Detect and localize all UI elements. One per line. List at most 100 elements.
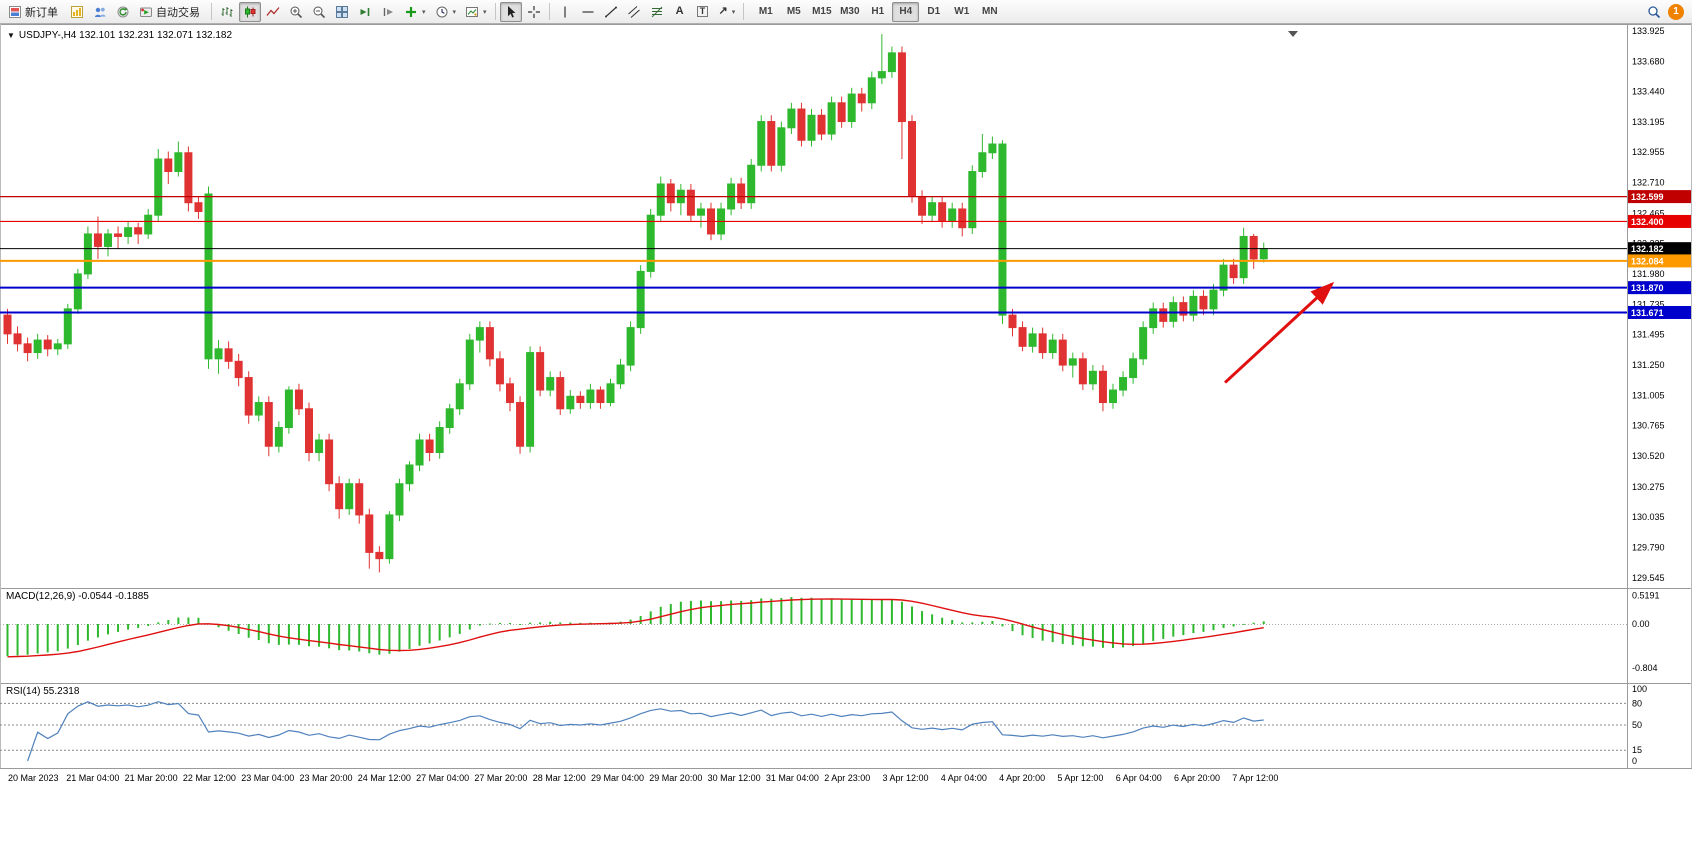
chart-title-text: USDJPY-,H4 132.101 132.231 132.071 132.1…: [18, 30, 233, 41]
macd-panel: 0.5191 0.00 -0.804: [0, 590, 1660, 673]
price-tag-label: 132.400: [1631, 217, 1664, 227]
svg-text:4 Apr 04:00: 4 Apr 04:00: [941, 773, 987, 783]
timeframe-w1-button[interactable]: W1: [948, 2, 975, 22]
svg-text:31 Mar 04:00: 31 Mar 04:00: [766, 773, 819, 783]
toolbar-separator: [743, 3, 745, 20]
new-order-icon: [9, 5, 21, 18]
svg-text:50: 50: [1632, 720, 1642, 730]
new-chart-button[interactable]: [66, 2, 88, 22]
vertical-line-tool-button[interactable]: [554, 2, 576, 22]
zoom-in-button[interactable]: [285, 2, 307, 22]
cursor-button[interactable]: [499, 1, 522, 22]
toolbar-separator: [211, 3, 212, 20]
crosshair-icon: [527, 5, 540, 18]
price-tag: [1628, 214, 1691, 228]
trend-arrow-annotation[interactable]: [1223, 281, 1335, 384]
svg-text:23 Mar 04:00: 23 Mar 04:00: [241, 773, 294, 783]
auto-scroll-button[interactable]: [354, 2, 376, 22]
cursor-icon: [507, 5, 515, 18]
price-tag-label: 131.671: [1631, 308, 1664, 318]
profiles-icon: [95, 7, 106, 17]
text-tool-button[interactable]: A: [669, 2, 691, 22]
channel-tool-button[interactable]: [623, 2, 645, 22]
timeframe-mn-button[interactable]: MN: [976, 2, 1003, 22]
time-axis: 20 Mar 2023 21 Mar 04:00 21 Mar 20:00 22 Ma…: [8, 773, 1278, 783]
refresh-button[interactable]: [112, 2, 134, 22]
svg-text:131.980: 131.980: [1632, 269, 1665, 279]
chart-shift-marker[interactable]: [1288, 31, 1298, 37]
timeframe-h4-button[interactable]: H4: [892, 1, 920, 22]
zoom-in-icon: [290, 6, 303, 18]
toolbar: 新订单 自动交易: [0, 0, 1692, 24]
bar-chart-icon: [221, 6, 233, 17]
candlestick-chart-button[interactable]: [239, 1, 261, 22]
autotrade-button[interactable]: 自动交易: [135, 2, 207, 22]
timeframe-h1-button[interactable]: H1: [864, 2, 891, 22]
svg-text:130.275: 130.275: [1632, 482, 1665, 492]
timeframe-d1-button[interactable]: D1: [920, 2, 947, 22]
tile-windows-button[interactable]: [331, 2, 353, 22]
templates-button[interactable]: ▾: [461, 2, 491, 22]
price-tag-label: 131.870: [1631, 283, 1664, 293]
svg-text:6 Apr 04:00: 6 Apr 04:00: [1116, 773, 1162, 783]
price-tag-label: 132.599: [1631, 192, 1664, 202]
rsi-header: RSI(14) 55.2318: [6, 686, 80, 697]
svg-text:0: 0: [1632, 756, 1637, 766]
level-lines-layer: 132.599 132.400 132.182 132.084 131.870 131.6…: [0, 190, 1691, 319]
svg-text:30 Mar 12:00: 30 Mar 12:00: [708, 773, 761, 783]
new-order-button[interactable]: 新订单: [4, 2, 65, 22]
profiles-button[interactable]: [89, 2, 111, 22]
svg-text:80: 80: [1632, 698, 1642, 708]
chevron-down-icon: ▾: [483, 8, 487, 16]
arrows-tool-button[interactable]: ↗ ▾: [715, 2, 740, 22]
svg-text:5 Apr 12:00: 5 Apr 12:00: [1057, 773, 1103, 783]
text-tool-icon: A: [675, 5, 684, 17]
line-chart-button[interactable]: [262, 2, 284, 22]
chart-canvas[interactable]: 133.925 133.680 133.440 133.195 132.955 132.7…: [0, 24, 1692, 849]
auto-scroll-icon: [360, 7, 370, 16]
horizontal-line-icon: [582, 10, 594, 13]
svg-text:24 Mar 12:00: 24 Mar 12:00: [358, 773, 411, 783]
timeframe-m1-button[interactable]: M1: [752, 2, 779, 22]
svg-text:20 Mar 2023: 20 Mar 2023: [8, 773, 59, 783]
bar-chart-button[interactable]: [216, 2, 238, 22]
svg-text:0.00: 0.00: [1632, 619, 1650, 629]
price-axis: 133.925 133.680 133.440 133.195 132.955 132.7…: [1632, 26, 1665, 583]
svg-text:130.765: 130.765: [1632, 421, 1665, 431]
price-tag: [1628, 242, 1691, 256]
text-label-icon: T: [696, 6, 709, 17]
svg-text:6 Apr 20:00: 6 Apr 20:00: [1174, 773, 1220, 783]
chart-shift-icon: [383, 7, 393, 16]
horizontal-line-tool-button[interactable]: [577, 2, 599, 22]
fibonacci-tool-button[interactable]: [646, 2, 668, 22]
search-button[interactable]: [1643, 2, 1665, 22]
timeframe-group: M1 M5 M15 M30 H1 H4 D1 W1 MN: [752, 1, 1003, 22]
crosshair-button[interactable]: [523, 2, 545, 22]
collapse-icon[interactable]: ▼: [7, 31, 15, 40]
new-chart-icon: [71, 5, 83, 18]
timeframe-m5-button[interactable]: M5: [780, 2, 807, 22]
trendline-tool-button[interactable]: [600, 2, 622, 22]
svg-text:21 Mar 04:00: 21 Mar 04:00: [66, 773, 119, 783]
timeframe-m15-button[interactable]: M15: [808, 2, 835, 22]
svg-text:129.790: 129.790: [1632, 542, 1665, 552]
svg-text:27 Mar 20:00: 27 Mar 20:00: [474, 773, 527, 783]
indicators-button[interactable]: ▾: [400, 2, 430, 22]
autotrade-icon: [140, 7, 152, 17]
chart-shift-button[interactable]: [377, 2, 399, 22]
timeframe-m30-button[interactable]: M30: [836, 2, 863, 22]
text-label-tool-button[interactable]: T: [692, 2, 714, 22]
svg-text:7 Apr 12:00: 7 Apr 12:00: [1232, 773, 1278, 783]
svg-text:23 Mar 20:00: 23 Mar 20:00: [300, 773, 353, 783]
indicators-icon: [406, 6, 416, 17]
autotrade-label: 自动交易: [156, 6, 200, 19]
periods-button[interactable]: ▾: [431, 2, 461, 22]
svg-text:2 Apr 23:00: 2 Apr 23:00: [824, 773, 870, 783]
rsi-panel: 100 80 50 150: [0, 684, 1647, 766]
svg-text:129.545: 129.545: [1632, 573, 1665, 583]
notification-badge[interactable]: 1: [1668, 3, 1684, 20]
trendline-icon: [604, 6, 617, 17]
zoom-out-button[interactable]: [308, 2, 330, 22]
svg-text:133.925: 133.925: [1632, 26, 1665, 36]
new-order-label: 新订单: [25, 6, 58, 19]
